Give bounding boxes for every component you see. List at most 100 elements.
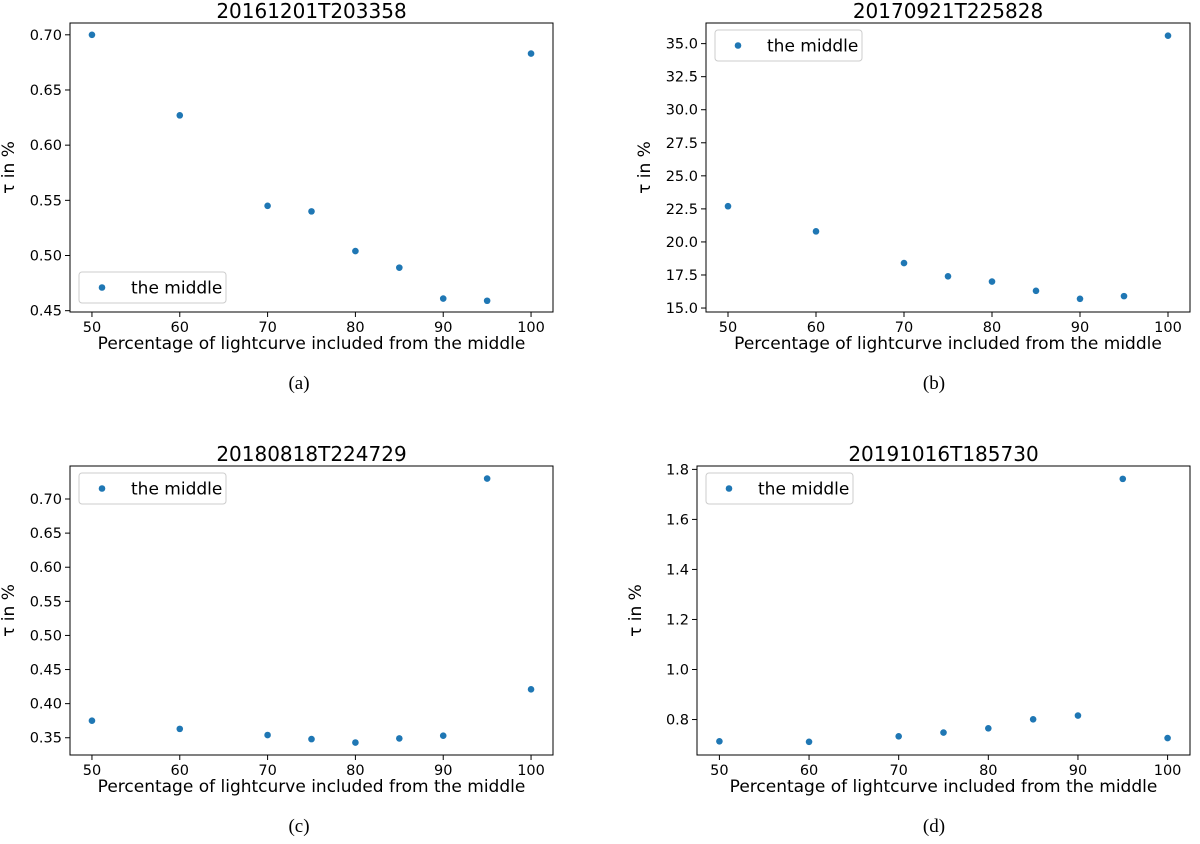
panel-title: 20161201T203358 xyxy=(216,0,406,23)
x-axis-label: Percentage of lightcurve included from t… xyxy=(98,777,526,797)
y-tick-label: 0.50 xyxy=(30,249,62,265)
y-tick-label: 0.50 xyxy=(30,628,62,644)
y-tick-label: 0.70 xyxy=(30,28,62,44)
legend: the middle xyxy=(78,271,227,304)
y-tick-label: 1.2 xyxy=(666,612,689,628)
plot-frame xyxy=(696,465,1191,756)
panel-3: 20191016T185730 50 60 70 80 90 100 0.8 1.0 1.2 1.4… xyxy=(626,442,1191,837)
data-point xyxy=(527,686,535,693)
x-tick-label: 100 xyxy=(517,320,545,336)
x-tick-label: 70 xyxy=(258,763,276,779)
y-axis-label: τ in % xyxy=(0,584,19,637)
x-tick-label: 100 xyxy=(1154,320,1182,336)
y-tick-label: 25.0 xyxy=(666,169,698,185)
data-point xyxy=(1120,292,1128,300)
data-point xyxy=(900,259,908,267)
y-tick-label: 35.0 xyxy=(666,37,698,53)
y-tick-label: 1.6 xyxy=(666,512,689,528)
data-point xyxy=(1032,287,1040,295)
panel-title: 20191016T185730 xyxy=(848,442,1038,466)
y-tick-label: 0.65 xyxy=(30,83,62,99)
x-tick-label: 60 xyxy=(171,320,189,336)
y-tick-label: 22.5 xyxy=(666,202,698,218)
data-point xyxy=(176,725,184,733)
legend: the middle xyxy=(705,472,854,505)
y-tick-label: 0.8 xyxy=(666,713,689,729)
data-point xyxy=(1119,475,1127,483)
y-tick-label: 27.5 xyxy=(666,136,698,152)
data-point xyxy=(264,202,271,210)
data-point xyxy=(724,202,732,210)
legend-box xyxy=(78,472,227,505)
data-point xyxy=(716,737,723,745)
legend-label: the middle xyxy=(758,480,849,500)
data-point xyxy=(308,208,315,215)
x-axis-label: Percentage of lightcurve included from t… xyxy=(98,334,526,354)
x-tick-label: 60 xyxy=(800,763,818,779)
data-point xyxy=(1164,734,1171,742)
y-tick-label: 0.60 xyxy=(30,560,62,576)
x-tick-label: 80 xyxy=(979,763,997,779)
panel-caption: (d) xyxy=(923,816,945,837)
data-point xyxy=(352,739,359,746)
x-tick-label: 50 xyxy=(710,763,728,779)
y-tick-label: 1.0 xyxy=(666,662,689,678)
legend-marker xyxy=(98,485,106,492)
x-tick-label: 80 xyxy=(346,320,364,336)
y-tick-label: 0.60 xyxy=(30,138,62,154)
plot-frame xyxy=(705,22,1191,313)
x-tick-label: 70 xyxy=(258,320,276,336)
panel-caption: (a) xyxy=(288,373,309,394)
data-point xyxy=(176,112,184,119)
data-point xyxy=(483,297,491,305)
data-point xyxy=(88,31,96,39)
panel-2: 20180818T224729 50 60 70 80 90 100 0.35 0.40 0.45… xyxy=(0,442,554,837)
y-tick-label: 0.45 xyxy=(30,663,62,679)
y-tick-label: 15.0 xyxy=(666,301,698,317)
legend-marker xyxy=(734,42,742,49)
legend-box xyxy=(714,29,863,62)
panel-0: 20161201T203358 50 60 70 80 90 100 0.45 0.50 0.55… xyxy=(0,0,554,394)
data-point xyxy=(396,735,403,742)
data-point xyxy=(264,731,271,739)
y-tick-label: 0.40 xyxy=(30,697,62,713)
x-tick-label: 60 xyxy=(807,320,825,336)
y-tick-label: 30.0 xyxy=(666,103,698,119)
y-tick-label: 0.55 xyxy=(30,594,62,610)
panel-caption: (c) xyxy=(288,816,309,837)
y-tick-label: 0.55 xyxy=(30,193,62,209)
data-point xyxy=(1076,295,1084,303)
y-tick-label: 0.65 xyxy=(30,526,62,542)
y-tick-label: 1.4 xyxy=(666,562,689,578)
legend: the middle xyxy=(78,472,227,505)
data-point xyxy=(1074,712,1082,719)
data-point xyxy=(985,724,992,732)
x-axis-label: Percentage of lightcurve included from t… xyxy=(730,777,1158,797)
data-point xyxy=(439,295,447,302)
data-point xyxy=(88,717,96,724)
x-tick-label: 50 xyxy=(83,320,101,336)
panel-1: 20170921T225828 50 60 70 80 90 100 15.0 17.5 20.0… xyxy=(635,0,1191,394)
data-point xyxy=(396,264,403,271)
data-point xyxy=(1164,32,1172,39)
x-tick-label: 70 xyxy=(895,320,913,336)
y-tick-label: 0.45 xyxy=(30,304,62,320)
legend-box xyxy=(78,271,227,304)
legend-marker xyxy=(725,485,733,492)
legend-label: the middle xyxy=(767,37,858,57)
legend-label: the middle xyxy=(131,279,222,299)
y-tick-label: 17.5 xyxy=(666,268,698,284)
panel-title: 20180818T224729 xyxy=(216,442,406,466)
data-point xyxy=(1029,715,1037,723)
x-tick-label: 90 xyxy=(1069,763,1087,779)
legend: the middle xyxy=(714,29,863,62)
y-tick-label: 0.35 xyxy=(30,731,62,747)
x-tick-label: 100 xyxy=(1154,763,1182,779)
panel-caption: (b) xyxy=(923,373,945,394)
data-point xyxy=(308,735,315,743)
x-tick-label: 80 xyxy=(983,320,1001,336)
data-point xyxy=(944,273,952,280)
y-tick-label: 32.5 xyxy=(666,70,698,86)
data-point xyxy=(483,475,491,482)
